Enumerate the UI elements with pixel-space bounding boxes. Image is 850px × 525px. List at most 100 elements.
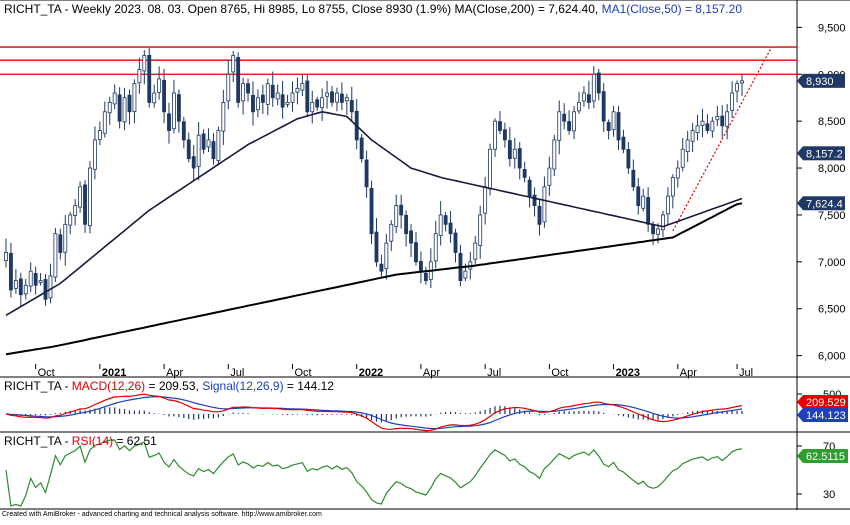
candle-body — [191, 156, 196, 169]
candle-body — [488, 148, 493, 190]
candle-body — [483, 186, 488, 214]
close-price-badge-bg — [803, 73, 845, 88]
candle-body — [48, 275, 53, 299]
candle-body — [226, 73, 231, 102]
candle-body — [13, 280, 18, 289]
candle-body — [28, 270, 33, 287]
candle-body — [241, 83, 246, 102]
candle-body — [265, 83, 270, 105]
candle-body — [720, 115, 725, 127]
candle-body — [349, 100, 354, 113]
macd-value-badge: 209.529 — [806, 397, 846, 409]
candle-body — [730, 92, 735, 111]
ma200-value-badge: 7,624.4 — [806, 198, 843, 210]
candle-body — [675, 167, 680, 179]
rsi-title-prefix: RICHT_TA - — [4, 434, 72, 448]
ma200-legend-label: MA(Close,200) = 7,624.40, — [454, 2, 602, 16]
signal-value-badge-bg — [803, 408, 848, 422]
candle-body — [305, 80, 310, 113]
candle-body — [740, 80, 744, 84]
ma200-value-badge-pointer — [797, 196, 803, 211]
candle-body — [68, 214, 73, 226]
candle-body — [63, 223, 68, 253]
candle-body — [646, 197, 651, 225]
rsi-pane-title: RICHT_TA - RSI(14) = 62.51 — [4, 434, 157, 448]
candle-body — [369, 187, 374, 235]
candle-body — [463, 270, 468, 279]
candle-body — [344, 97, 349, 102]
candle-body — [246, 83, 250, 94]
ma50-value-badge: 8,157.2 — [806, 148, 843, 160]
candle-body — [181, 121, 186, 141]
x-tick-label: Jul — [230, 367, 244, 379]
ma50-value-badge-bg — [803, 146, 845, 161]
candle-body — [404, 214, 409, 235]
candle-body — [433, 233, 438, 262]
ma200-line — [5, 202, 743, 356]
candle-body — [172, 92, 176, 130]
candle-body — [73, 205, 78, 216]
candle-body — [562, 113, 567, 122]
macd-pane-title: RICHT_TA - MACD(12,26) = 209.53, Signal(… — [4, 379, 334, 393]
candle-body — [473, 242, 478, 260]
candle-body — [695, 125, 700, 134]
candle-body — [260, 94, 265, 103]
rsi-value-badge-bg — [803, 449, 848, 463]
price-ytick-label: 7,000 — [818, 257, 846, 269]
candle-body — [384, 242, 389, 270]
candle-body — [58, 234, 63, 253]
candle-body — [656, 228, 660, 235]
candle-body — [221, 102, 226, 132]
candle-body — [502, 129, 507, 141]
candle-body — [394, 205, 399, 227]
ma50-legend-label: MA1(Close,50) = 8,157.20 — [601, 2, 742, 16]
price-ytick-label: 9,500 — [818, 22, 846, 34]
x-tick-label: 2023 — [616, 367, 640, 379]
candle-body — [670, 177, 675, 197]
candle-body — [448, 222, 453, 235]
candle-body — [78, 186, 83, 208]
candle-body — [137, 69, 142, 84]
ma50-line — [5, 110, 743, 316]
candle-body — [572, 111, 576, 132]
candle-body — [310, 102, 315, 113]
candle-body — [522, 169, 527, 178]
x-tick-label: Apr — [423, 367, 440, 379]
rsi-ytick-label: 30 — [823, 489, 835, 501]
macd-legend-label: MACD(12,26) — [71, 379, 146, 393]
candle-body — [112, 92, 117, 105]
x-tick-label: Oct — [38, 367, 55, 379]
candle-body — [211, 141, 216, 160]
candle-body — [122, 97, 127, 123]
candle-body — [527, 179, 532, 197]
candle-body — [300, 83, 305, 91]
candle-body — [23, 284, 28, 295]
candle-body — [389, 223, 394, 242]
candle-body — [577, 102, 581, 112]
candle-body — [176, 94, 181, 122]
candle-body — [325, 92, 330, 97]
candle-body — [152, 92, 157, 104]
candle-body — [374, 231, 379, 263]
footer-credit: Created with AmiBroker - advanced charti… — [2, 511, 322, 518]
candle-body — [236, 57, 241, 103]
price-ytick-label: 6,000 — [818, 351, 846, 363]
candle-body — [498, 121, 502, 131]
candle-body — [216, 130, 221, 161]
x-tick-label: 2021 — [102, 367, 126, 379]
candle-body — [231, 55, 236, 73]
candle-body — [330, 91, 334, 103]
candle-body — [414, 242, 418, 263]
rsi-legend-label: RSI(14) — [71, 434, 114, 448]
candle-body — [280, 94, 285, 108]
candle-body — [680, 148, 685, 168]
ma50-value-badge-pointer — [797, 146, 803, 161]
candle-body — [557, 111, 562, 141]
candle-body — [320, 97, 325, 108]
candle-body — [97, 130, 102, 140]
candle-body — [532, 194, 537, 206]
candle-body — [43, 279, 48, 300]
candle-body — [315, 99, 320, 108]
